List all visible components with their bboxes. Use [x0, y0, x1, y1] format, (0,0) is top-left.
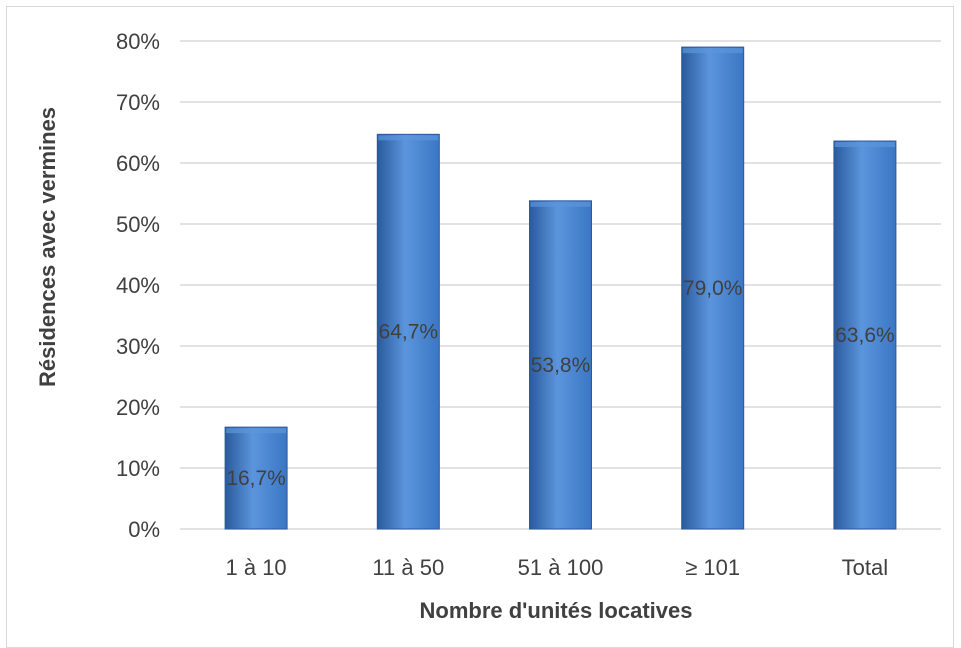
y-tick-label: 50% [116, 212, 160, 237]
y-tick-label: 60% [116, 151, 160, 176]
data-label: 53,8% [531, 354, 591, 377]
data-label: 16,7% [226, 467, 286, 490]
x-tick-label: Total [842, 555, 888, 580]
y-axis-title: Résidences avec vermines [35, 107, 60, 387]
chart-frame [6, 6, 954, 648]
bar-top-highlight [530, 201, 591, 207]
bar [529, 200, 592, 530]
y-tick-label: 40% [116, 273, 160, 298]
bar-top-highlight [378, 135, 439, 141]
x-tick-label: ≥ 101 [685, 555, 740, 580]
bars [224, 46, 897, 530]
bar-top-highlight [834, 142, 895, 148]
bar [681, 46, 745, 530]
x-axis-title: Nombre d'unités locatives [420, 598, 693, 623]
bar-top-highlight [226, 428, 287, 434]
data-label: 79,0% [683, 277, 743, 300]
bar [833, 140, 897, 530]
x-tick-label: 11 à 50 [372, 555, 444, 580]
data-labels: 16,7% 64,7% 53,8% 79,0% 63,6% [226, 277, 894, 490]
bar [224, 426, 288, 530]
data-label: 63,6% [835, 324, 895, 347]
bar-chart: 0% 10% 20% 30% 40% 50% 60% 70% 80% 1 à 10 11 à 50… [35, 29, 941, 623]
y-tick-label: 10% [116, 456, 160, 481]
x-tick-label: 1 à 10 [226, 555, 287, 580]
y-tick-label: 70% [116, 90, 160, 115]
y-tick-label: 0% [128, 517, 160, 542]
y-tick-label: 80% [116, 29, 160, 54]
y-tick-label: 30% [116, 334, 160, 359]
x-tick-label: 51 à 100 [518, 555, 604, 580]
bar [376, 133, 440, 530]
x-axis-tick-labels: 1 à 10 11 à 50 51 à 100 ≥ 101 Total [226, 555, 889, 580]
y-axis-tick-labels: 0% 10% 20% 30% 40% 50% 60% 70% 80% [116, 29, 160, 542]
y-tick-label: 20% [116, 395, 160, 420]
data-label: 64,7% [379, 321, 439, 344]
bar-top-highlight [682, 48, 743, 54]
